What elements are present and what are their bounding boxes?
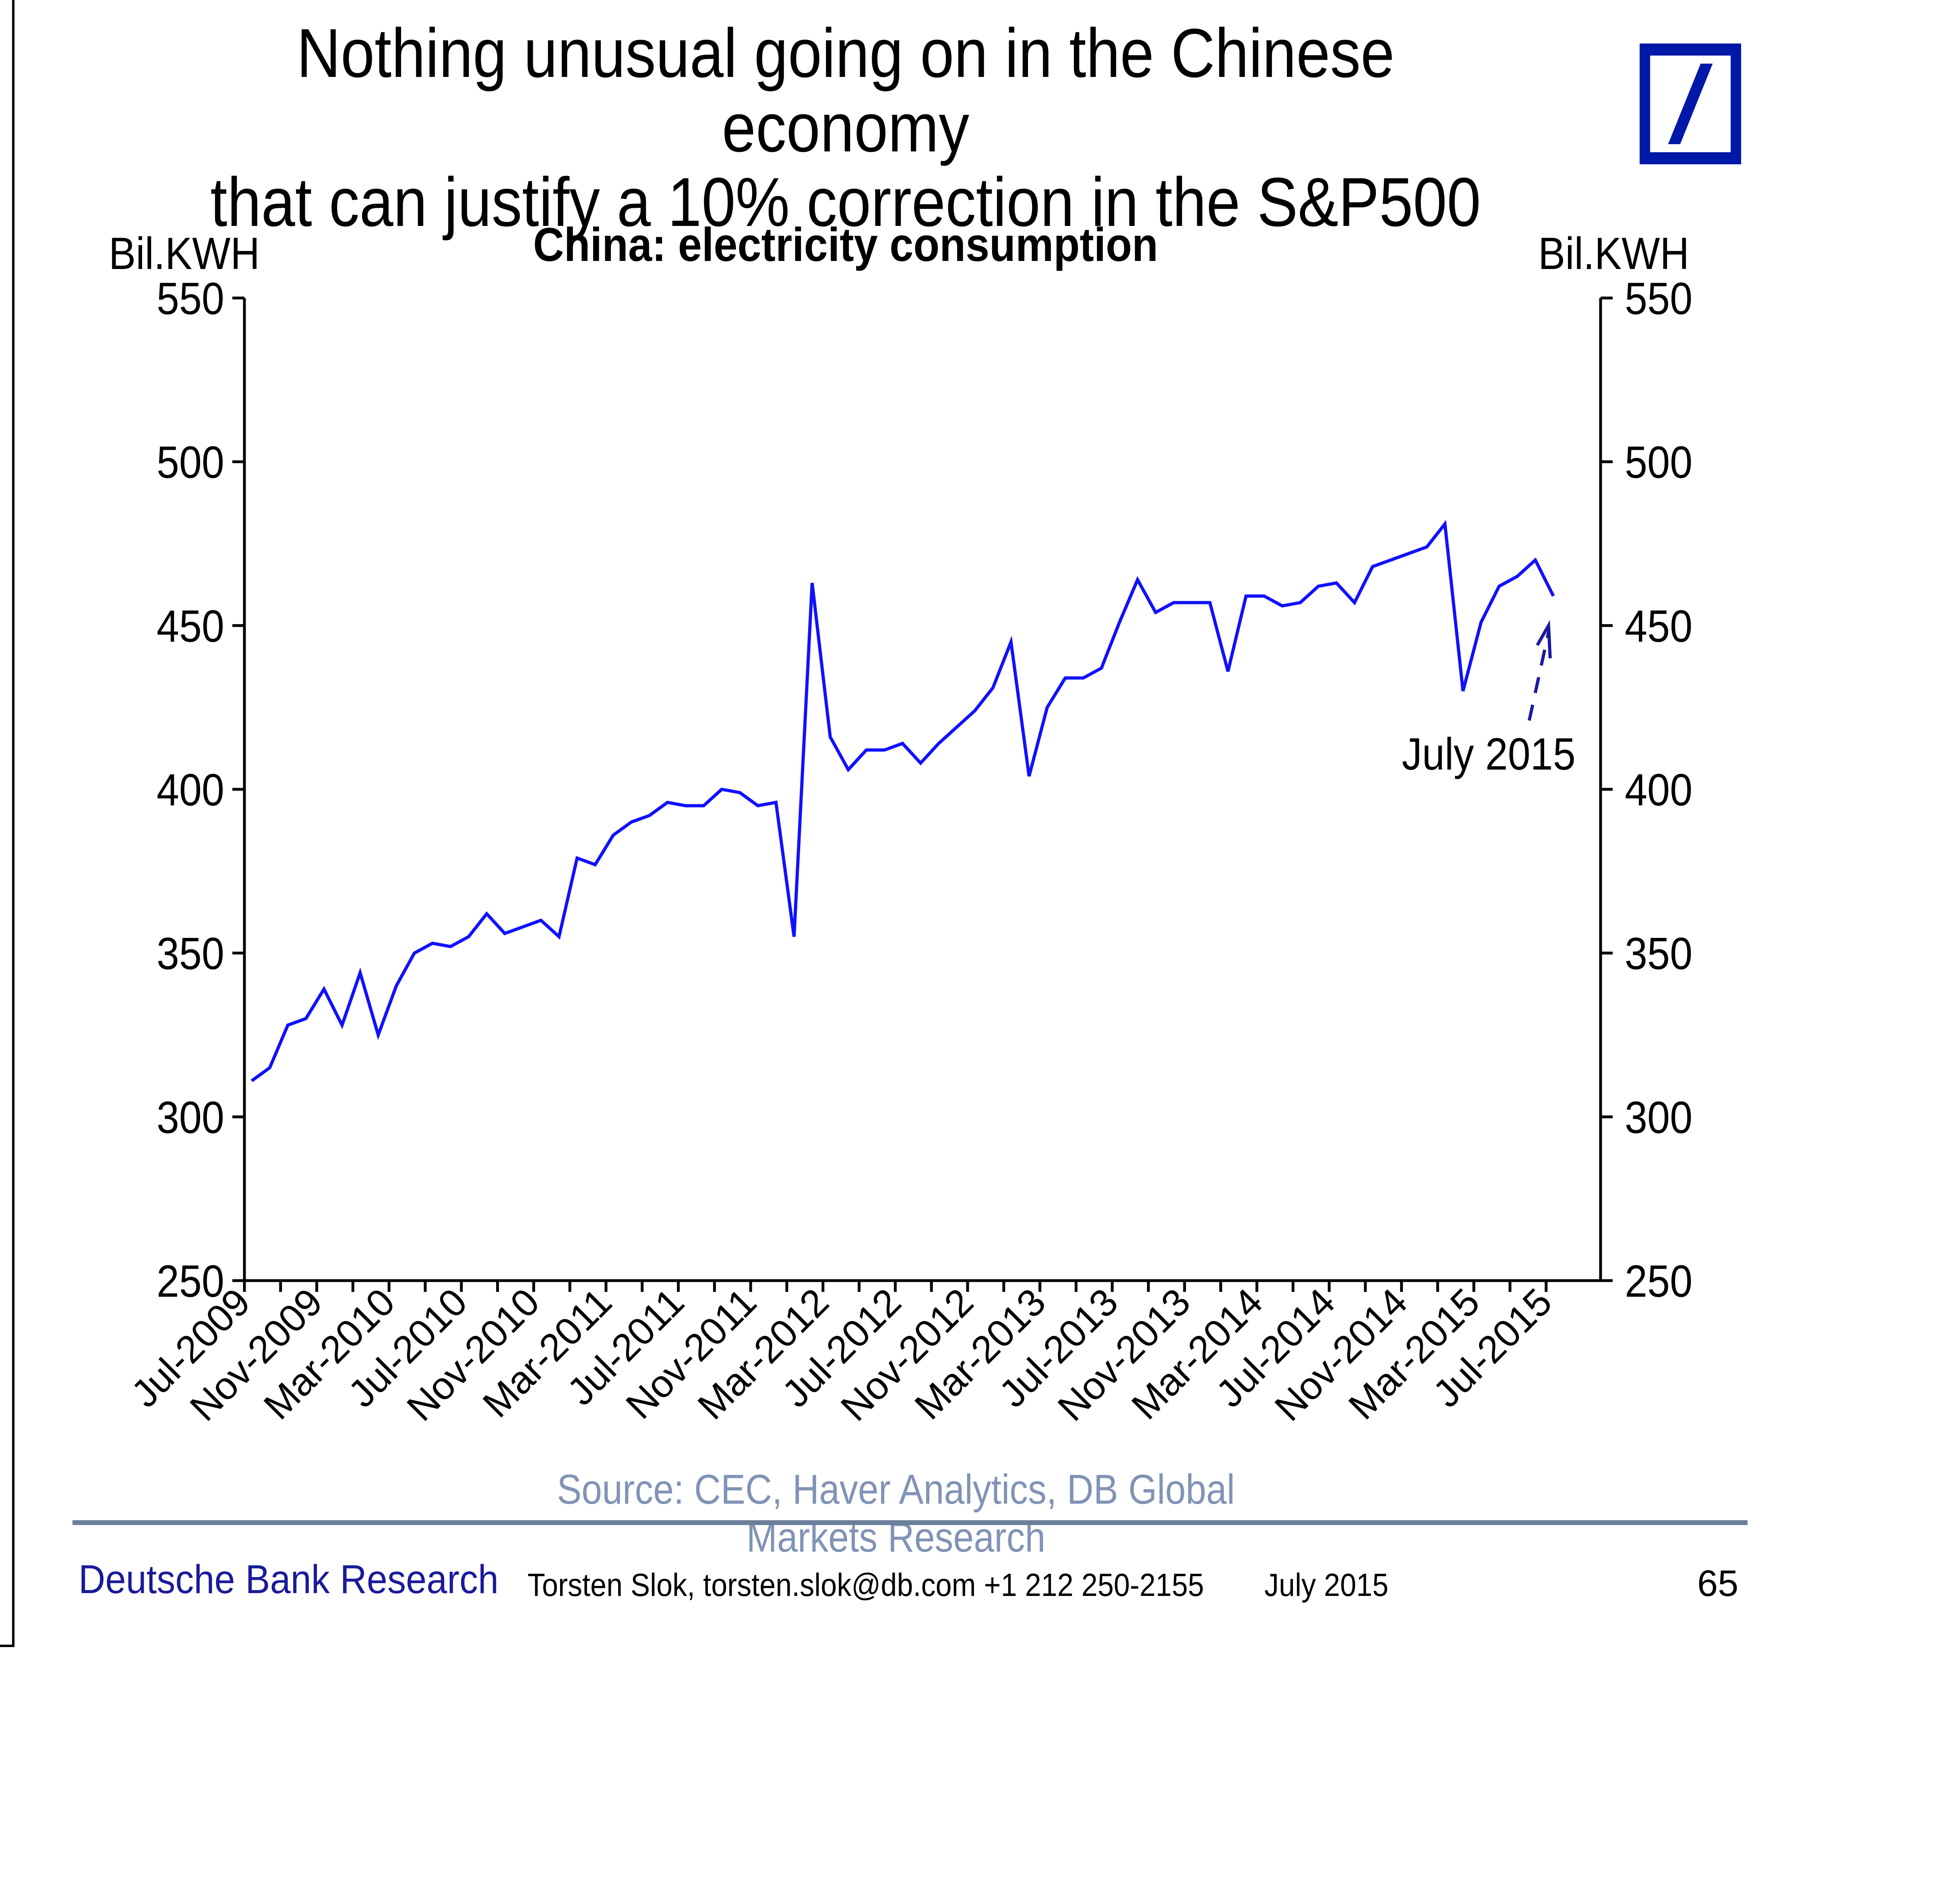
y-tick-label-right: 550 — [1625, 273, 1692, 324]
page-number: 65 — [1697, 1563, 1739, 1604]
page-corner-mark — [0, 1645, 14, 1647]
page-title-line-2: that can justify a 10% correction in the… — [210, 163, 1481, 241]
y-tick-label-right: 250 — [1625, 1256, 1692, 1306]
page-title-line-1: Nothing unusual going on in the Chinese … — [296, 14, 1395, 166]
chart-title: China: electricity consumption — [533, 218, 1158, 271]
y-tick-label-right: 500 — [1625, 437, 1692, 488]
y-tick-label-left: 250 — [157, 1256, 224, 1306]
y-tick-label-right: 350 — [1625, 929, 1692, 979]
footer-divider — [72, 1520, 1748, 1525]
y-tick-label-left: 400 — [157, 765, 224, 815]
logo-inner-square — [1650, 56, 1731, 152]
y-axis-left-unit: Bil.KWH — [109, 228, 260, 279]
y-tick-label-right: 450 — [1625, 601, 1692, 651]
y-tick-label-left: 300 — [157, 1092, 224, 1142]
series-line — [250, 520, 1555, 1082]
footer-date: July 2015 — [1264, 1567, 1389, 1603]
page-title: Nothing unusual going on in the Chinese … — [208, 16, 1483, 240]
annotation-arrow-head — [1536, 620, 1552, 658]
y-tick-label-left: 500 — [157, 437, 224, 488]
deutsche-bank-logo-icon — [1640, 43, 1741, 164]
page-left-border — [12, 0, 14, 1647]
footer-brand: Deutsche Bank Research — [79, 1557, 499, 1602]
annotation-arrow-shaft — [1527, 631, 1550, 721]
y-tick-label-left: 450 — [157, 601, 224, 651]
footer-author-contact: Torsten Slok, torsten.slok@db.com +1 212… — [527, 1567, 1204, 1603]
y-axis-right-unit: Bil.KWH — [1538, 228, 1690, 279]
y-tick-label-right: 400 — [1625, 765, 1692, 815]
y-tick-label-left: 550 — [157, 273, 224, 324]
annotation-label: July 2015 — [1402, 729, 1575, 779]
y-tick-label-right: 300 — [1625, 1092, 1692, 1142]
source-note: Source: CEC, Haver Analytics, DB Global … — [557, 1466, 1235, 1561]
y-tick-label-left: 350 — [157, 929, 224, 979]
